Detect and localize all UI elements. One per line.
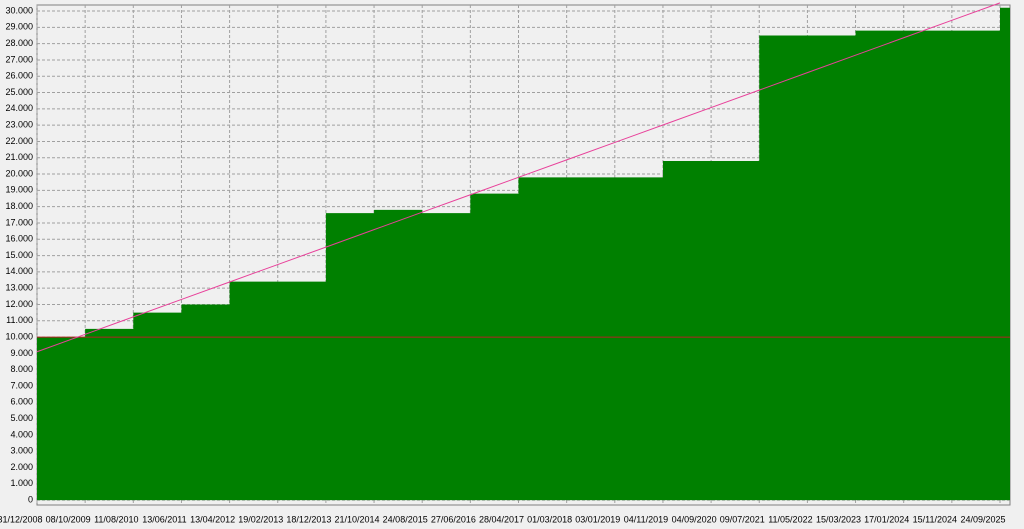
- x-tick-label: 03/01/2019: [575, 514, 620, 524]
- y-tick-label: 30.000: [5, 5, 33, 15]
- x-tick-label: 04/09/2020: [672, 514, 717, 524]
- y-tick-label: 5.000: [10, 413, 33, 423]
- y-tick-label: 25.000: [5, 87, 33, 97]
- y-tick-label: 27.000: [5, 54, 33, 64]
- y-tick-label: 6.000: [10, 397, 33, 407]
- y-tick-label: 8.000: [10, 364, 33, 374]
- y-tick-label: 29.000: [5, 22, 33, 32]
- x-tick-label: 28/04/2017: [479, 514, 524, 524]
- x-tick-label: 13/06/2011: [142, 514, 186, 524]
- y-tick-label: 24.000: [5, 103, 33, 113]
- x-tick-label: 08/10/2009: [46, 514, 91, 524]
- y-tick-label: 2.000: [10, 462, 33, 472]
- y-tick-label: 12.000: [5, 299, 33, 309]
- y-tick-label: 16.000: [5, 234, 33, 244]
- y-tick-label: 21.000: [5, 152, 33, 162]
- x-tick-label: 27/06/2016: [431, 514, 476, 524]
- equity-area: [37, 7, 1010, 501]
- y-tick-label: 23.000: [5, 120, 33, 130]
- y-tick-label: 1.000: [10, 478, 33, 488]
- x-tick-label: 13/04/2012: [190, 514, 235, 524]
- x-tick-label: 19/02/2013: [238, 514, 283, 524]
- y-tick-label: 0: [28, 494, 33, 504]
- x-tick-label: 09/07/2021: [720, 514, 765, 524]
- y-tick-label: 4.000: [10, 429, 33, 439]
- x-tick-label: 01/03/2018: [527, 514, 572, 524]
- y-tick-label: 7.000: [10, 380, 33, 390]
- y-tick-label: 28.000: [5, 38, 33, 48]
- x-tick-label: 21/10/2014: [335, 514, 380, 524]
- x-tick-label: 24/08/2015: [383, 514, 428, 524]
- x-tick-label: 11/05/2022: [768, 514, 812, 524]
- x-tick-label: 15/11/2024: [913, 514, 957, 524]
- x-tick-label: 18/12/2013: [286, 514, 331, 524]
- y-tick-label: 10.000: [5, 331, 33, 341]
- trend-line: [36, 2, 1001, 353]
- x-tick-label: 04/11/2019: [624, 514, 668, 524]
- y-tick-label: 22.000: [5, 136, 33, 146]
- x-tick-label: 15/03/2023: [816, 514, 861, 524]
- y-tick-label: 13.000: [5, 283, 33, 293]
- y-tick-label: 18.000: [5, 201, 33, 211]
- x-tick-label: 24/09/2025: [960, 514, 1005, 524]
- y-tick-label: 17.000: [5, 217, 33, 227]
- y-tick-label: 19.000: [5, 185, 33, 195]
- x-tick-label: 11/08/2010: [94, 514, 138, 524]
- y-tick-label: 3.000: [10, 446, 33, 456]
- y-tick-label: 26.000: [5, 71, 33, 81]
- y-tick-label: 15.000: [5, 250, 33, 260]
- x-tick-label: 31/12/2008: [0, 514, 43, 524]
- y-tick-label: 11.000: [6, 315, 33, 325]
- x-tick-label: 17/01/2024: [864, 514, 909, 524]
- y-tick-label: 14.000: [5, 266, 33, 276]
- y-tick-label: 20.000: [5, 168, 33, 178]
- y-tick-label: 9.000: [10, 348, 33, 358]
